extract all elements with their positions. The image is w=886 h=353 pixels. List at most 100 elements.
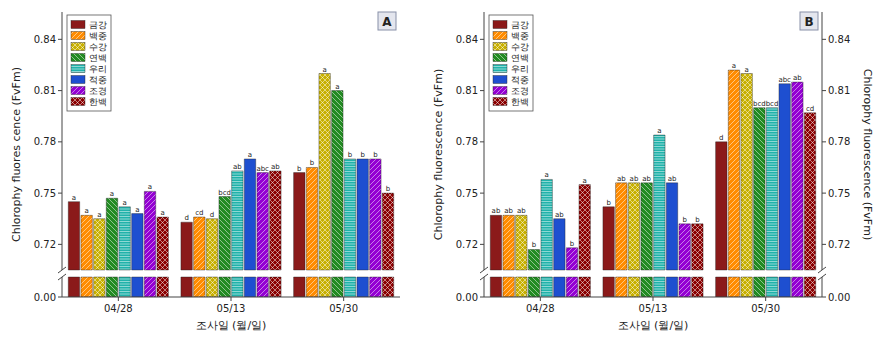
annotation: bcd <box>766 100 779 108</box>
y-tick-label: 0.00 <box>828 292 850 303</box>
legend-box <box>489 15 533 111</box>
annotation: b <box>310 159 315 167</box>
annotation: a <box>110 190 114 198</box>
bar <box>554 219 565 297</box>
bar <box>257 173 268 297</box>
x-axis-label: 조사일 (월/일) <box>618 319 689 332</box>
annotation: a <box>84 207 88 215</box>
y-tick-label: 0.78 <box>456 136 478 147</box>
bar <box>579 185 590 297</box>
annotation: ab <box>492 207 501 215</box>
annotation: ab <box>793 74 802 82</box>
annotations: adbacdbadaabcdaaabbaabaabcbaabb <box>72 66 391 223</box>
annotation: abc <box>778 76 791 84</box>
axis-break <box>480 267 488 273</box>
annotation: ab <box>504 207 513 215</box>
annotation: ab <box>517 207 526 215</box>
bar <box>679 224 690 297</box>
x-axis: 04/2805/1305/30조사일 (월/일) <box>484 297 822 332</box>
panel-label-box <box>800 12 818 30</box>
panel: adbacdbadaabcdaaabbaabaabcbaabb0.000.720… <box>10 12 400 332</box>
legend-entry: 한백 <box>511 97 529 107</box>
annotation: d <box>184 214 188 222</box>
axis-line <box>822 277 823 297</box>
y-axis-label: Chlorophy fluorescence (FvFm) <box>432 69 445 240</box>
bar <box>344 159 355 297</box>
legend-entry: 우리 <box>511 64 529 74</box>
y-tick <box>822 90 826 91</box>
y-tick-label: 0.75 <box>34 188 56 199</box>
annotation: a <box>745 66 749 74</box>
legend-swatch <box>493 87 507 95</box>
bar <box>716 142 727 297</box>
bar <box>654 135 665 297</box>
annotation: ab <box>271 163 280 171</box>
bars <box>490 70 815 297</box>
bar <box>641 183 652 297</box>
bar <box>792 82 803 297</box>
legend-entry: 금강 <box>89 20 107 30</box>
legend: 금강백중수강연백우리적중조경한백 <box>489 15 533 111</box>
y-axis-label: Chlorophy fluores cence (FvFm) <box>10 67 23 242</box>
x-tick <box>231 297 232 301</box>
bar <box>270 171 281 297</box>
panel: abbdababaababababbcdaabcdabababcbbababcd… <box>432 12 874 332</box>
bar <box>106 198 117 297</box>
panel-label-text: B <box>804 15 813 29</box>
panel-label-text: A <box>382 15 392 29</box>
legend-entry: 수강 <box>511 42 529 52</box>
panel-label-box <box>378 12 396 30</box>
annotation: a <box>72 194 76 202</box>
y-tick-label: 0.81 <box>456 85 478 96</box>
bar <box>741 74 752 297</box>
bar <box>219 197 230 297</box>
legend-entry: 조경 <box>511 86 529 96</box>
bar <box>181 222 192 297</box>
axis-line <box>62 277 63 297</box>
legend-swatch <box>493 32 507 40</box>
legend-swatch <box>71 98 85 106</box>
y-tick <box>822 244 826 245</box>
panel-label: B <box>800 12 818 30</box>
legend-entry: 백중 <box>89 31 107 41</box>
x-tick <box>653 297 654 301</box>
legend-swatch <box>71 54 85 62</box>
bar <box>68 202 79 297</box>
y-tick <box>480 39 484 40</box>
y-axis: 0.000.720.750.780.810.84Chlorophy fluore… <box>432 12 874 303</box>
legend-entry: 수강 <box>89 42 107 52</box>
legend-entry: 우리 <box>89 64 107 74</box>
annotation: cd <box>195 209 203 217</box>
legend-entry: 백중 <box>511 31 529 41</box>
x-tick <box>765 297 766 301</box>
annotation: cd <box>806 105 814 113</box>
y-axis-label: Chlorophy fluorescence (FvFm) <box>861 69 874 240</box>
y-tick <box>480 193 484 194</box>
annotation: ab <box>642 175 651 183</box>
annotation: b <box>682 216 687 224</box>
bar <box>490 215 501 297</box>
y-tick <box>58 90 62 91</box>
annotations: abbdababaababababbcdaabcdabababcbbababcd <box>492 62 815 249</box>
y-tick <box>480 244 484 245</box>
annotation: b <box>373 151 378 159</box>
bar <box>766 108 777 297</box>
legend-swatch <box>71 87 85 95</box>
bar <box>666 183 677 297</box>
y-tick-label: 0.72 <box>828 239 850 250</box>
bar <box>566 248 577 297</box>
annotation: a <box>335 83 339 91</box>
annotation: bcd <box>218 189 231 197</box>
annotation: ab <box>233 163 242 171</box>
x-tick-label: 04/28 <box>104 303 133 314</box>
annotation: d <box>210 211 214 219</box>
y-tick-label: 0.84 <box>34 34 56 45</box>
x-tick-label: 05/13 <box>639 303 668 314</box>
bar <box>94 219 105 297</box>
legend-entry: 한백 <box>89 97 107 107</box>
legend-entry: 조경 <box>89 86 107 96</box>
y-tick-label: 0.75 <box>828 188 850 199</box>
annotation: a <box>248 151 252 159</box>
bar <box>754 108 765 297</box>
y-tick <box>480 90 484 91</box>
